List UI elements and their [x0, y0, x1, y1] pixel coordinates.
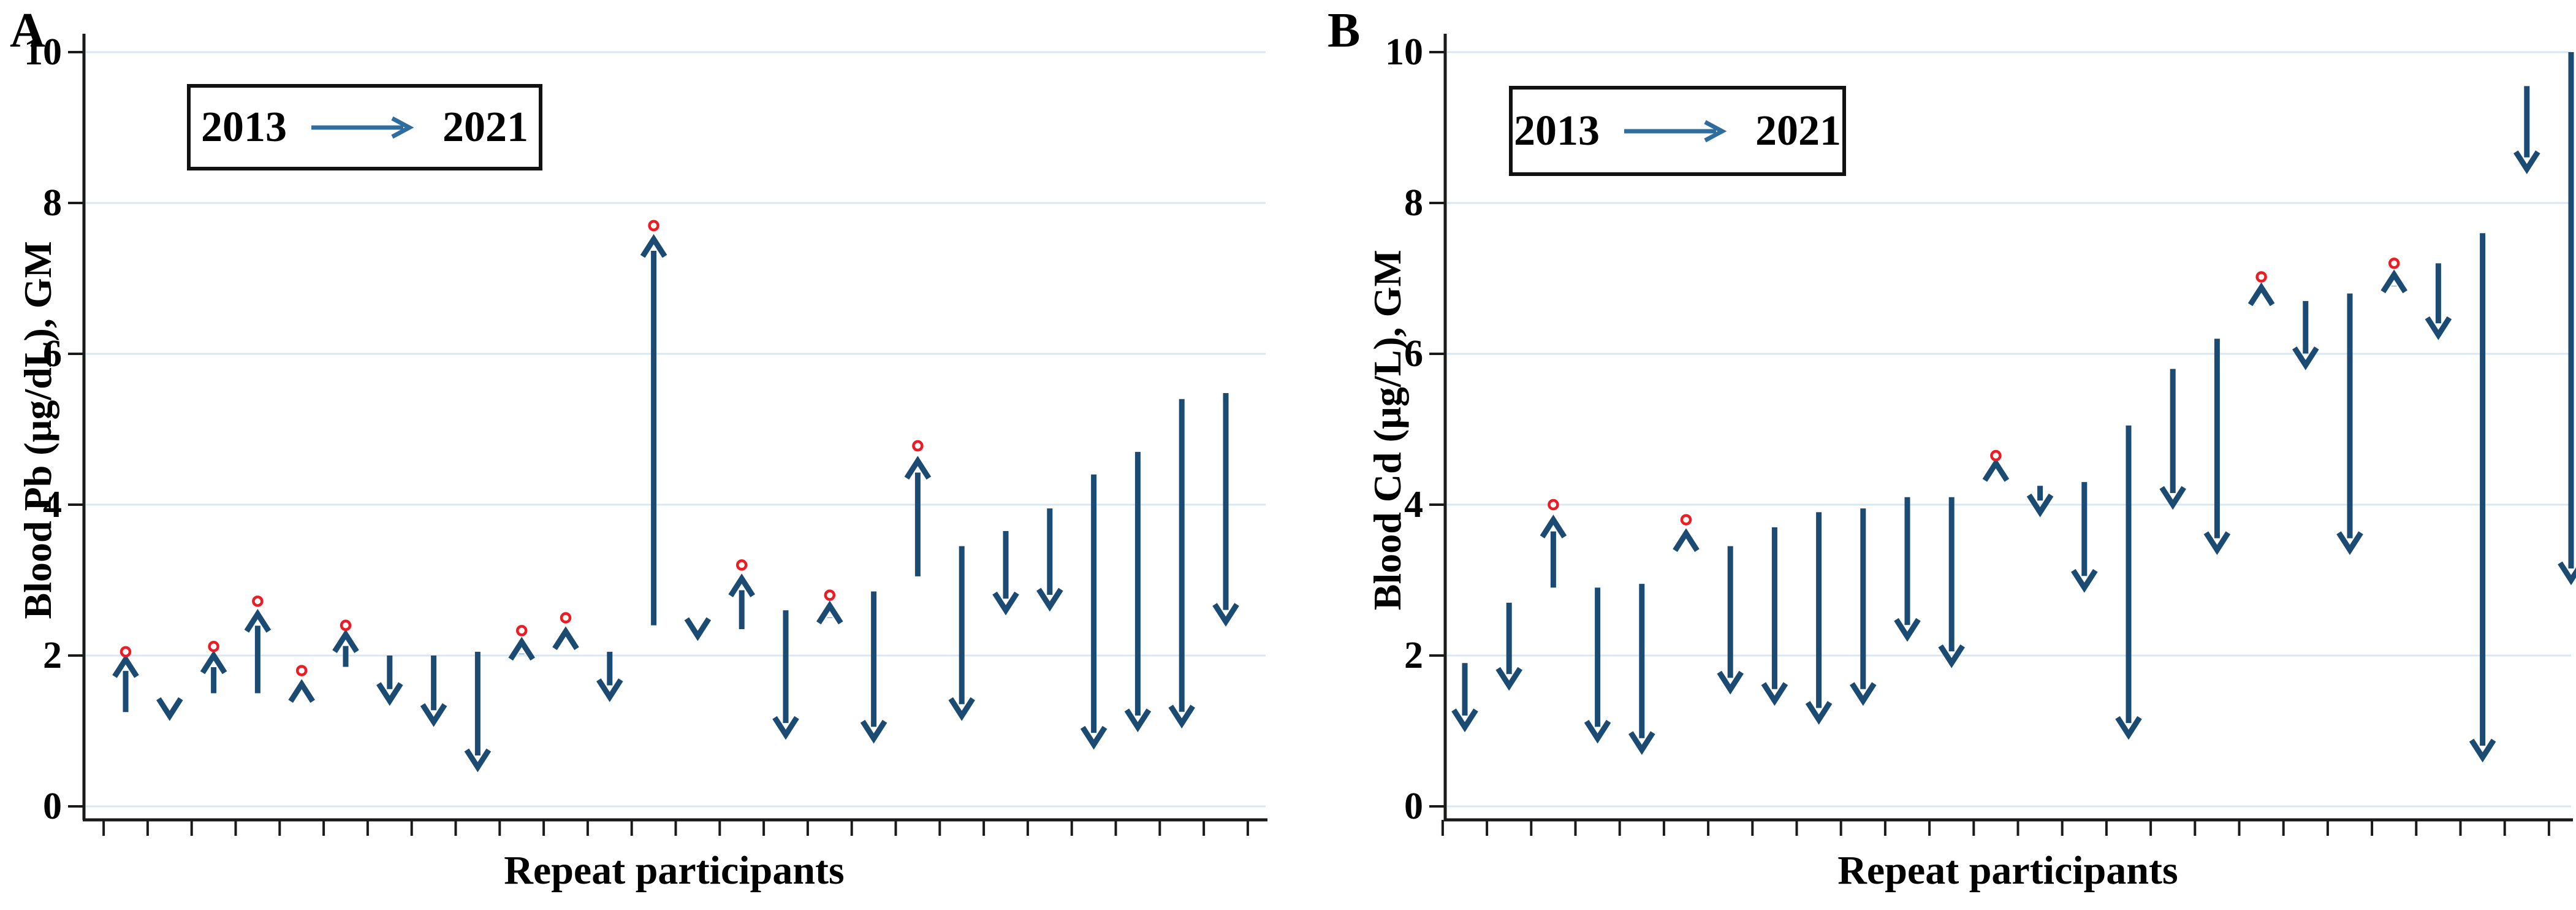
change-arrow-head-icon — [992, 591, 1019, 616]
y-tick-label: 2 — [1404, 635, 1423, 676]
change-arrow-head-icon — [904, 456, 932, 480]
change-arrow-head-icon — [2513, 150, 2540, 174]
change-arrow-head-icon — [2159, 486, 2186, 510]
change-arrow-head-icon — [1451, 708, 1478, 733]
panel-a-letter: A — [10, 4, 45, 58]
legend-start-year: 2013 — [201, 103, 287, 151]
legend-arrow-icon — [1624, 120, 1727, 142]
y-tick-label: 6 — [43, 333, 62, 375]
red-circle-marker-icon — [648, 220, 659, 232]
change-arrow-head-icon — [2026, 493, 2054, 518]
change-arrow-head-icon — [2115, 716, 2142, 740]
change-arrow-head-icon — [1628, 731, 1655, 755]
red-circle-marker-icon — [295, 665, 308, 676]
change-arrow-head-icon — [1168, 705, 1195, 729]
change-arrow-head-icon — [1850, 682, 1877, 706]
red-circle-marker-icon — [1548, 499, 1559, 511]
change-arrow-head-icon — [288, 679, 315, 703]
change-arrow-head-icon — [728, 573, 755, 597]
y-tick-label: 2 — [43, 635, 62, 676]
y-tick-label: 6 — [1404, 333, 1423, 375]
change-arrow-head-icon — [1584, 719, 1611, 744]
red-circle-marker-icon — [912, 440, 924, 452]
y-tick-label: 4 — [43, 484, 62, 526]
y-tick-label: 4 — [1404, 484, 1423, 526]
change-arrow-head-icon — [1212, 603, 1239, 627]
red-circle-marker-icon — [120, 646, 132, 658]
change-arrow-head-icon — [2071, 568, 2098, 593]
legend-arrow-icon — [311, 116, 414, 139]
change-arrow-head-icon — [596, 678, 623, 702]
change-arrow-head-icon — [1982, 458, 2010, 482]
change-arrow-head-icon — [1805, 701, 1833, 725]
red-circle-marker-icon — [2388, 258, 2400, 269]
change-arrow-head-icon — [420, 703, 447, 727]
change-arrow-head-icon — [1495, 667, 1522, 691]
legend-end-year: 2021 — [443, 103, 528, 151]
red-circle-marker-icon — [824, 589, 836, 601]
change-arrow-head-icon — [684, 617, 712, 641]
red-circle-marker-icon — [1680, 514, 1692, 526]
change-arrow-head-icon — [2469, 738, 2496, 763]
legend-start-year: 2013 — [1514, 107, 1600, 155]
red-circle-marker-icon — [2255, 271, 2267, 283]
change-arrow-head-icon — [2425, 316, 2452, 340]
change-arrow-head-icon — [464, 748, 492, 773]
y-tick-label: 0 — [43, 786, 62, 827]
change-arrow-head-icon — [1673, 528, 1700, 552]
red-circle-marker-icon — [515, 625, 528, 637]
change-arrow-head-icon — [2247, 282, 2275, 307]
y-tick-label: 10 — [24, 31, 62, 73]
change-arrow-head-icon — [112, 654, 139, 678]
panel-a-x-axis-title: Repeat participants — [504, 848, 845, 893]
change-arrow-head-icon — [1124, 708, 1152, 733]
panel-b-legend: 2013 2021 — [1509, 86, 1846, 176]
red-circle-marker-icon — [340, 619, 352, 632]
change-arrow-head-icon — [1080, 725, 1108, 750]
red-circle-marker-icon — [252, 595, 264, 607]
change-arrow-head-icon — [1894, 618, 1921, 642]
panel-b-letter: B — [1328, 4, 1361, 58]
change-arrow-head-icon — [552, 626, 579, 651]
panel-b-x-axis-title: Repeat participants — [1837, 848, 2178, 893]
change-arrow-head-icon — [948, 697, 975, 721]
change-arrow-head-icon — [1036, 587, 1063, 612]
change-arrow-head-icon — [860, 719, 887, 744]
change-arrow-head-icon — [640, 234, 667, 258]
change-arrow-head-icon — [156, 697, 183, 721]
change-arrow-head-icon — [2203, 531, 2231, 556]
change-arrow-head-icon — [376, 682, 403, 706]
change-arrow-head-icon — [1938, 644, 1965, 668]
change-arrow-head-icon — [332, 629, 359, 653]
y-tick-label: 0 — [1404, 786, 1423, 827]
y-tick-label: 8 — [1404, 182, 1423, 224]
change-arrow-head-icon — [1540, 514, 1567, 539]
change-arrow-head-icon — [508, 637, 535, 661]
y-tick-label: 8 — [43, 182, 62, 224]
red-circle-marker-icon — [560, 612, 572, 624]
change-arrow-head-icon — [2292, 346, 2319, 370]
red-circle-marker-icon — [1990, 449, 2002, 462]
change-arrow-head-icon — [816, 600, 843, 625]
legend-end-year: 2021 — [1755, 107, 1841, 155]
change-arrow-head-icon — [772, 716, 799, 740]
change-arrow-head-icon — [1761, 682, 1788, 706]
change-arrow-head-icon — [244, 609, 272, 633]
red-circle-marker-icon — [208, 640, 219, 652]
change-arrow-head-icon — [2380, 269, 2407, 294]
change-arrow-head-icon — [200, 650, 227, 675]
change-arrow-head-icon — [2336, 531, 2363, 556]
panel-a-legend: 2013 2021 — [187, 84, 542, 170]
change-arrow-head-icon — [2558, 561, 2576, 586]
red-circle-marker-icon — [735, 559, 748, 571]
y-tick-label: 10 — [1385, 31, 1423, 73]
change-arrow-head-icon — [1717, 670, 1744, 695]
